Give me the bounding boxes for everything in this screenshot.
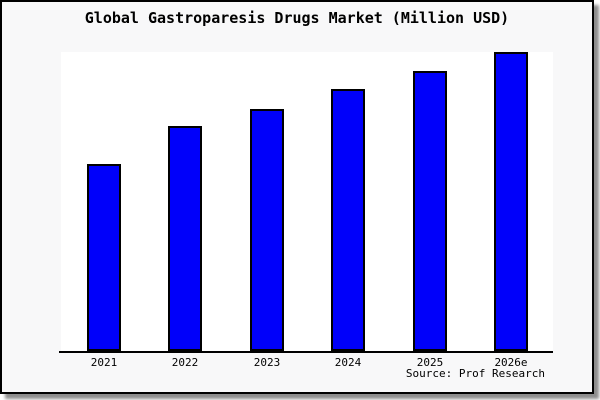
bar-2026e [494, 52, 528, 351]
x-tick-label-2024: 2024 [334, 356, 362, 369]
bar-2022 [168, 126, 202, 351]
x-tick-label-2022: 2022 [171, 356, 199, 369]
bar-2024 [331, 89, 365, 351]
bar-2025 [413, 71, 447, 351]
x-tick-label-2023: 2023 [253, 356, 281, 369]
chart-frame: Global Gastroparesis Drugs Market (Milli… [0, 0, 594, 394]
source-credit: Source: Prof Research [405, 367, 545, 380]
plot-area [61, 52, 553, 351]
bar-2023 [250, 109, 284, 351]
x-tick-label-2025: 2025 [416, 356, 444, 369]
x-tick-label-2021: 2021 [90, 356, 118, 369]
chart-title: Global Gastroparesis Drugs Market (Milli… [84, 9, 510, 27]
bar-2021 [87, 164, 121, 351]
x-axis-line [59, 351, 553, 353]
x-tick-label-2026e: 2026e [494, 356, 528, 369]
